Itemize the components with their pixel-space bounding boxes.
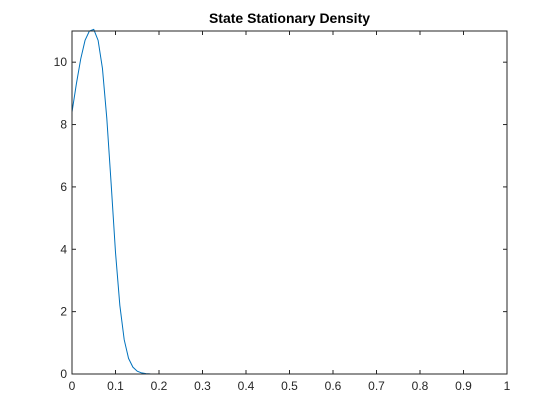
x-tick-label: 0.8 [412,379,429,393]
x-tick-label: 0.5 [281,379,298,393]
y-tick-label: 6 [60,180,67,194]
y-tick-label: 4 [60,242,67,256]
y-tick-label: 2 [60,305,67,319]
x-tick-label: 0 [69,379,76,393]
series-layer [71,28,507,375]
y-tick-label: 0 [60,367,67,381]
chart-title: State Stationary Density [209,10,370,26]
y-axis: 0 2 4 6 8 10 [54,55,507,381]
x-tick-label: 1 [504,379,511,393]
x-tick-label: 0.6 [325,379,342,393]
x-axis: 0 0.1 0.2 0.3 0.4 0.5 0.6 0.7 0.8 0.9 1 [69,31,511,393]
y-tick-label: 8 [60,118,67,132]
x-tick-label: 0.4 [238,379,255,393]
plot-box [71,30,508,375]
x-tick-label: 0.2 [151,379,168,393]
x-tick-label: 0.1 [107,379,124,393]
x-tick-label: 0.7 [368,379,385,393]
x-tick-label: 0.3 [194,379,211,393]
density-line [71,28,507,375]
x-tick-label: 0.9 [455,379,472,393]
y-tick-label: 10 [54,55,68,69]
